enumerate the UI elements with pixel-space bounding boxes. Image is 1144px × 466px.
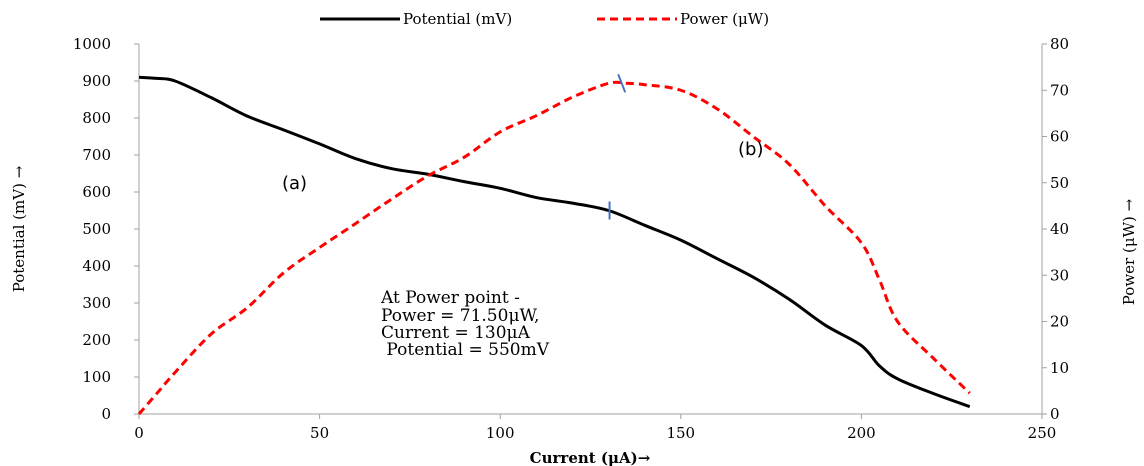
y-axis-right-title: Power (μW) → (1120, 198, 1138, 305)
annotation-line-2: Power = 71.50μW, (381, 306, 539, 326)
y-left-tick-label: 700 (82, 146, 111, 164)
x-axis-title: Current (μA)→ (530, 449, 651, 466)
y-right-tick-label: 40 (1050, 220, 1069, 238)
y-right-tick-label: 0 (1050, 405, 1060, 423)
y-left-tick-label: 400 (82, 257, 111, 275)
y-right-tick-label: 50 (1050, 174, 1069, 192)
y-left-tick-label: 900 (82, 72, 111, 90)
y-left-tick-label: 600 (82, 183, 111, 201)
x-tick-label: 200 (847, 424, 876, 442)
y-right-tick-label: 10 (1050, 359, 1069, 377)
y-left-tick-label: 500 (82, 220, 111, 238)
series-label-a: (a) (282, 173, 307, 194)
series-line-potential (138, 75, 971, 409)
y-left-tick-label: 200 (82, 331, 111, 349)
x-tick-label: 100 (486, 424, 515, 442)
x-tick-label: 50 (310, 424, 329, 442)
legend-label-potential: Potential (mV) (403, 10, 512, 28)
series-label-b: (b) (738, 139, 763, 160)
x-tick-label: 250 (1028, 424, 1057, 442)
y-right-tick-label: 30 (1050, 266, 1069, 284)
annotation-line-1: At Power point - (380, 288, 520, 308)
power-marker (617, 73, 627, 93)
series-layer (137, 73, 971, 415)
y-left-tick-label: 300 (82, 294, 111, 312)
y-left-tick-label: 0 (101, 405, 111, 423)
legend-label-power: Power (μW) (680, 10, 769, 28)
x-tick-label: 0 (134, 424, 144, 442)
y-axis-left-title: Potential (mV) → (10, 165, 28, 292)
series-line-power (137, 80, 971, 415)
annotation-line-4: Potential = 550mV (381, 340, 550, 360)
legend: Potential (mV) Power (μW) (320, 10, 769, 28)
y-left-tick-label: 800 (82, 109, 111, 127)
y-right-tick-label: 60 (1050, 128, 1069, 146)
max-power-annotation: At Power point - Power = 71.50μW, Curren… (380, 288, 550, 360)
y-right-tick-label: 20 (1050, 313, 1069, 331)
y-right-tick-label: 80 (1050, 35, 1069, 53)
annotation-line-3: Current = 130μA (381, 323, 531, 343)
ticks-layer: 0 50 100 150 200 2500100200300400500600700800… (73, 35, 1069, 442)
y-left-tick-label: 100 (82, 368, 111, 386)
x-tick-label: 150 (666, 424, 695, 442)
y-right-tick-label: 70 (1050, 81, 1069, 99)
y-left-tick-label: 1000 (73, 35, 111, 53)
